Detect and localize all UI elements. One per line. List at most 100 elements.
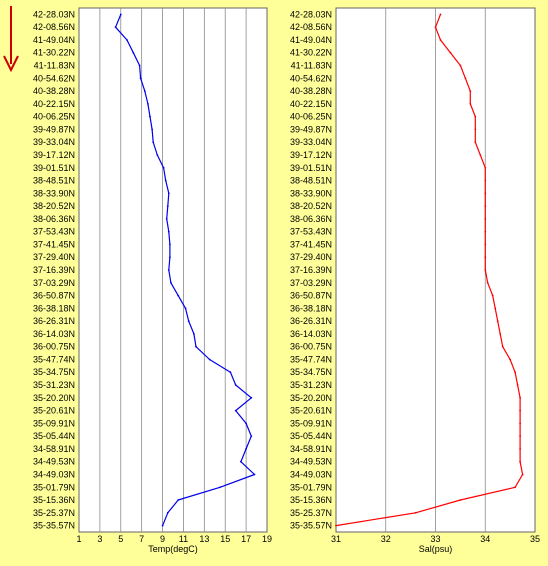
y-tick-label: 34-58.91N (290, 444, 332, 454)
data-point (177, 499, 180, 501)
data-point (501, 345, 504, 348)
x-tick-label: 17 (241, 534, 251, 544)
data-point (253, 473, 256, 476)
y-tick-label: 38-06.36N (33, 214, 75, 224)
data-point (519, 422, 521, 425)
y-tick-label: 42-28.03N (33, 9, 75, 19)
y-tick-label: 35-05.44N (290, 431, 332, 441)
data-point (519, 435, 521, 437)
y-tick-label: 39-01.51N (290, 163, 332, 173)
data-point (459, 499, 462, 501)
x-tick-label: 15 (220, 534, 230, 544)
y-tick-label: 39-33.04N (33, 137, 75, 147)
x-tick-label: 31 (331, 534, 341, 544)
data-point (250, 396, 253, 399)
y-tick-label: 38-33.90N (33, 188, 75, 198)
y-tick-label: 38-48.51N (290, 176, 332, 186)
y-tick-label: 35-05.44N (33, 431, 75, 441)
y-tick-label: 37-41.45N (290, 239, 332, 249)
y-tick-label: 36-50.87N (290, 291, 332, 301)
y-tick-label: 42-08.56N (290, 22, 332, 32)
data-point (459, 64, 462, 67)
data-point (464, 77, 467, 80)
y-tick-label: 35-25.37N (290, 508, 332, 518)
data-point (491, 294, 494, 297)
data-point (479, 154, 482, 156)
y-tick-label: 41-49.04N (290, 35, 332, 45)
data-point (474, 141, 477, 144)
data-point (519, 448, 521, 450)
y-tick-label: 36-00.75N (290, 342, 332, 352)
data-point (484, 166, 487, 169)
data-point (439, 13, 442, 16)
data-point (484, 256, 487, 259)
data-point (165, 218, 168, 220)
plot-area (78, 7, 268, 533)
y-tick-label: 40-06.25N (33, 112, 75, 122)
y-tick-label: 34-49.53N (33, 457, 75, 467)
y-tick-label: 38-06.36N (290, 214, 332, 224)
data-point (484, 179, 487, 182)
data-point (161, 524, 164, 527)
data-point (469, 90, 472, 92)
data-point (114, 26, 117, 29)
y-tick-label: 35-20.61N (290, 406, 332, 416)
y-tick-label: 35-47.74N (33, 354, 75, 364)
salinity-chart: 31 32 33 34 35 42-28.03N 42-08.56N 41-49.04N 41-… (290, 7, 540, 554)
y-tick-label: 36-00.75N (33, 342, 75, 352)
data-point (499, 333, 502, 335)
y-tick-label: 41-49.04N (33, 35, 75, 45)
x-tick-label: 33 (430, 534, 440, 544)
x-tick-label: 11 (179, 534, 188, 544)
y-tick-label: 39-49.87N (33, 124, 75, 134)
y-tick-label: 35-01.79N (290, 482, 332, 492)
y-tick-label: 35-31.23N (290, 380, 332, 390)
data-point (414, 511, 417, 514)
y-tick-label: 35-15.36N (33, 495, 75, 505)
y-tick-label: 35-34.75N (290, 367, 332, 377)
y-tick-label: 42-08.56N (33, 22, 75, 32)
y-tick-label: 36-26.31N (290, 316, 332, 326)
data-point (162, 166, 165, 169)
data-point (119, 13, 122, 16)
data-point (484, 218, 487, 220)
y-tick-label: 36-38.18N (33, 303, 75, 313)
data-point (519, 396, 521, 399)
data-point (514, 371, 516, 374)
y-tick-label: 40-38.28N (290, 86, 332, 96)
data-point (469, 103, 472, 105)
x-tick-label: 35 (530, 534, 540, 544)
y-tick-label: 41-11.83N (34, 61, 75, 71)
y-tick-label: 34-49.53N (290, 457, 332, 467)
data-point (208, 358, 211, 361)
y-tick-label: 41-30.22N (290, 48, 332, 58)
y-tick-label: 35-35.57N (290, 521, 332, 531)
y-tick-label: 36-50.87N (33, 291, 75, 301)
y-tick-label: 37-41.45N (33, 239, 75, 249)
data-point (494, 307, 497, 310)
x-tick-label: 9 (160, 534, 165, 544)
data-point (166, 511, 169, 514)
data-point (496, 320, 499, 322)
temperature-chart: 1 3 5 7 9 11 13 15 17 1942-28.03N42-08.56N41-49.0… (33, 7, 272, 554)
data-point (474, 115, 477, 118)
y-tick-label: 40-38.28N (33, 86, 75, 96)
y-tick-label: 35-25.37N (33, 508, 75, 518)
y-tick-label: 37-03.29N (33, 278, 75, 288)
data-point (245, 422, 248, 425)
y-tick-label: 34-49.03N (33, 469, 75, 479)
data-point (521, 473, 524, 476)
y-tick-label: 38-20.52N (290, 201, 332, 211)
data-point (245, 448, 248, 450)
data-point (167, 230, 170, 233)
data-point (193, 333, 195, 335)
y-tick-label: 36-38.18N (290, 303, 332, 313)
data-point (187, 320, 190, 322)
x-tick-label: 34 (480, 534, 490, 544)
y-tick-label: 37-16.39N (290, 265, 332, 275)
data-point (519, 460, 521, 463)
data-point (484, 192, 487, 195)
y-tick-label: 37-29.40N (290, 252, 332, 262)
data-point (184, 307, 187, 310)
